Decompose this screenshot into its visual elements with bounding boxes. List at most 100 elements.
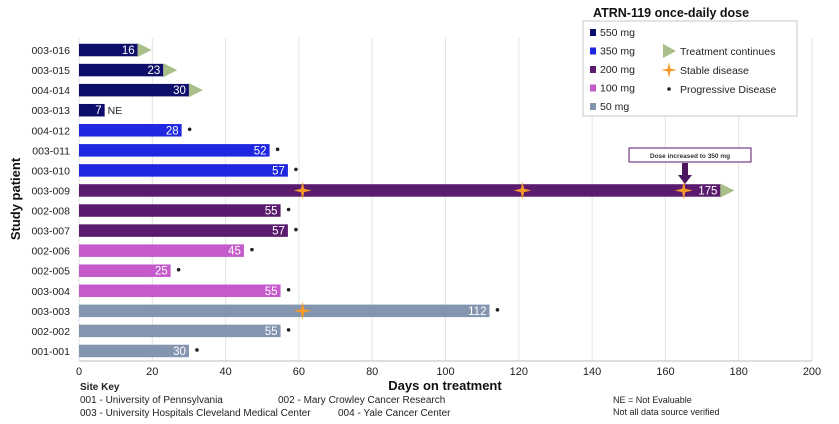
legend-marker-label: Progressive Disease <box>680 84 776 96</box>
bar <box>79 83 189 97</box>
bar <box>79 103 105 117</box>
progressive-disease-marker <box>294 227 298 232</box>
x-tick-label: 120 <box>510 366 528 378</box>
legend-dose-label: 200 mg <box>600 64 635 76</box>
bar <box>79 304 490 318</box>
progressive-disease-marker <box>195 348 199 352</box>
y-axis-title: Study patient <box>8 157 23 240</box>
data-label: 28 <box>166 125 179 137</box>
y-tick-label: 004-014 <box>31 85 70 97</box>
legend-dose-label: 550 mg <box>600 27 635 39</box>
legend-marker-label: Treatment continues <box>680 46 775 58</box>
annotation-arrow-head <box>678 175 692 184</box>
legend-marker-label: Stable disease <box>680 65 749 77</box>
y-tick-label: 003-016 <box>31 45 70 57</box>
legend-swatch <box>590 103 596 110</box>
progressive-disease-marker <box>286 207 291 212</box>
data-label: 25 <box>155 266 168 278</box>
legend-star-icon <box>661 62 677 78</box>
bar <box>79 63 164 77</box>
legend-swatch <box>590 66 596 73</box>
progressive-disease-marker <box>176 267 181 272</box>
bar <box>79 144 270 157</box>
x-axis: 0 20 40 60 80 100 120 140 160 180 200 <box>76 360 821 378</box>
legend-box <box>582 20 798 117</box>
annotation-box <box>628 147 752 163</box>
x-tick-label: 180 <box>730 366 748 378</box>
not-evaluable-label: NE <box>108 105 123 117</box>
x-axis-title: Days on treatment <box>388 378 502 393</box>
legend-dose-entries: 550 mg 350 mg 200 mg 100 mg 50 mg <box>590 27 635 113</box>
bar <box>79 244 244 257</box>
y-tick-label: 002-006 <box>31 246 70 258</box>
bar <box>79 124 182 137</box>
progressive-disease-marker <box>275 147 280 152</box>
legend: ATRN-119 once-daily dose 550 mg 350 mg 200… <box>582 6 798 117</box>
treatment-continues-marker <box>188 83 203 98</box>
footnote-ne: NE = Not Evaluable <box>613 395 692 405</box>
footnotes: NE = Not Evaluable Not all data source v… <box>613 394 813 418</box>
data-label: 55 <box>265 286 278 298</box>
x-tick-label: 20 <box>146 366 158 378</box>
y-tick-label: 002-008 <box>31 206 70 218</box>
x-tick-label: 40 <box>219 366 231 378</box>
bar <box>79 264 171 277</box>
data-label: 23 <box>147 65 160 77</box>
y-tick-label: 003-013 <box>31 105 70 117</box>
x-tick-label: 80 <box>366 366 378 378</box>
progressive-disease-marker <box>286 328 291 332</box>
y-tick-label: 003-007 <box>31 226 70 238</box>
legend-dose-label: 350 mg <box>600 46 635 58</box>
y-tick-label: 003-011 <box>32 145 70 157</box>
legend-title: ATRN-119 once-daily dose <box>593 6 749 20</box>
data-label: 16 <box>122 45 135 57</box>
stable-disease-marker <box>674 181 693 200</box>
treatment-continues-marker <box>720 183 735 198</box>
bar <box>79 43 138 57</box>
x-tick-label: 140 <box>583 366 601 378</box>
site-key: Site Key 001 - University of Pennsylvani… <box>80 381 580 420</box>
legend-swatch <box>590 29 596 36</box>
data-label: 55 <box>265 206 278 218</box>
y-tick-label: 003-003 <box>31 306 70 318</box>
bars: 16 23 30 7 NE 28 52 57 175 55 57 45 25 55 112 55 30 <box>79 43 721 358</box>
x-tick-label: 200 <box>803 366 821 378</box>
y-tick-label: 001-001 <box>31 346 70 358</box>
legend-triangle-icon <box>663 44 676 58</box>
bar <box>79 204 281 217</box>
bar <box>79 344 189 358</box>
legend-swatch <box>590 47 596 55</box>
bar <box>79 324 281 338</box>
treatment-continues-marker <box>163 63 178 78</box>
y-axis: 003-016 003-015 004-014 003-013 004-012 003-0… <box>31 45 70 358</box>
legend-dose-label: 100 mg <box>600 83 635 95</box>
data-label: 30 <box>173 85 186 97</box>
annotation-arrow-shaft <box>682 163 688 175</box>
data-label: 7 <box>95 105 101 117</box>
y-tick-label: 003-009 <box>31 185 70 197</box>
legend-dose-label: 50 mg <box>600 101 629 113</box>
site-key-line-2: 003 - University Hospitals Cleveland Med… <box>80 407 580 420</box>
x-tick-label: 60 <box>293 366 305 378</box>
legend-dot-icon <box>667 87 671 91</box>
stable-disease-marker <box>513 181 532 200</box>
data-label: 52 <box>254 145 267 157</box>
x-tick-label: 0 <box>76 366 82 378</box>
legend-marker-entries: Treatment continues Stable disease Progres… <box>661 44 776 96</box>
progressive-disease-marker <box>187 127 192 132</box>
bar <box>79 284 281 298</box>
y-tick-label: 003-004 <box>31 286 70 298</box>
progressive-disease-marker <box>294 167 298 172</box>
site-key-001: 001 - University of Pennsylvania <box>80 395 223 406</box>
bar <box>79 224 288 237</box>
progressive-disease-marker <box>250 247 254 252</box>
data-label: 55 <box>265 326 278 338</box>
footnote-verified: Not all data source verified <box>613 407 720 417</box>
site-key-004: 004 - Yale Cancer Center <box>338 408 451 419</box>
markers <box>137 43 735 352</box>
x-tick-label: 100 <box>436 366 454 378</box>
y-tick-label: 003-010 <box>31 165 70 177</box>
y-tick-label: 003-015 <box>31 65 70 77</box>
progressive-disease-marker <box>495 308 500 312</box>
